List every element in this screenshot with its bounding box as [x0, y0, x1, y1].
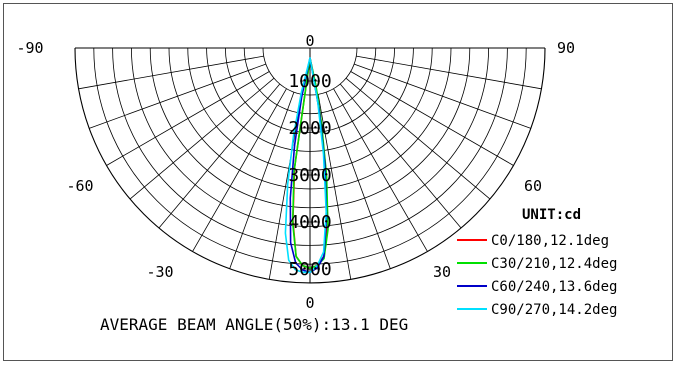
polar-grid [74, 47, 546, 284]
grid-spoke [345, 77, 491, 200]
angle-label-0: -90 [16, 39, 43, 57]
intensity-label-2: 3000 [288, 165, 331, 186]
legend-label-2: C60/240,13.6deg [491, 279, 617, 295]
grid-spoke [129, 77, 275, 200]
grid-spoke [350, 71, 514, 166]
intensity-label-1: 2000 [288, 118, 331, 139]
angle-label-2: -60 [66, 177, 93, 195]
grid-spoke [325, 92, 391, 269]
legend-label-1: C30/210,12.4deg [491, 256, 617, 272]
grid-spoke [229, 92, 295, 269]
beam-angle-annotation: AVERAGE BEAM ANGLE(50%):13.1 DEG [100, 315, 408, 334]
chart-frame [3, 3, 673, 361]
unit-label: UNIT:cd [522, 207, 581, 223]
grid-spoke [339, 83, 462, 229]
grid-spoke [89, 63, 266, 129]
angle-label-4: -30 [146, 263, 173, 281]
grid-spoke [356, 55, 542, 90]
grid-spoke [333, 88, 428, 252]
labels-layer: -90 90-60 60-30 300010002000300040005000AVE… [16, 32, 575, 334]
series-curve-3 [284, 57, 327, 274]
angle-label-7: 0 [305, 294, 314, 312]
intensity-label-4: 5000 [288, 259, 331, 280]
curves-layer [284, 57, 329, 274]
grid-spoke [354, 63, 531, 129]
angle-label-6: 0 [305, 32, 314, 50]
legend: UNIT:cd C0/180,12.1deg C30/210,12.4deg C60/… [457, 207, 617, 318]
legend-label-0: C0/180,12.1deg [491, 233, 609, 249]
grid-spoke [106, 71, 270, 166]
grid-spoke [317, 94, 352, 280]
grid-spoke [268, 94, 303, 280]
angle-label-1: 90 [557, 39, 575, 57]
grid-spoke [78, 55, 264, 90]
intensity-label-0: 1000 [288, 71, 331, 92]
legend-label-3: C90/270,14.2deg [491, 302, 617, 318]
angle-label-3: 60 [524, 177, 542, 195]
intensity-label-3: 4000 [288, 212, 331, 233]
angle-label-5: 30 [433, 263, 451, 281]
grid-spoke [158, 83, 281, 229]
grid-spoke [192, 88, 287, 252]
